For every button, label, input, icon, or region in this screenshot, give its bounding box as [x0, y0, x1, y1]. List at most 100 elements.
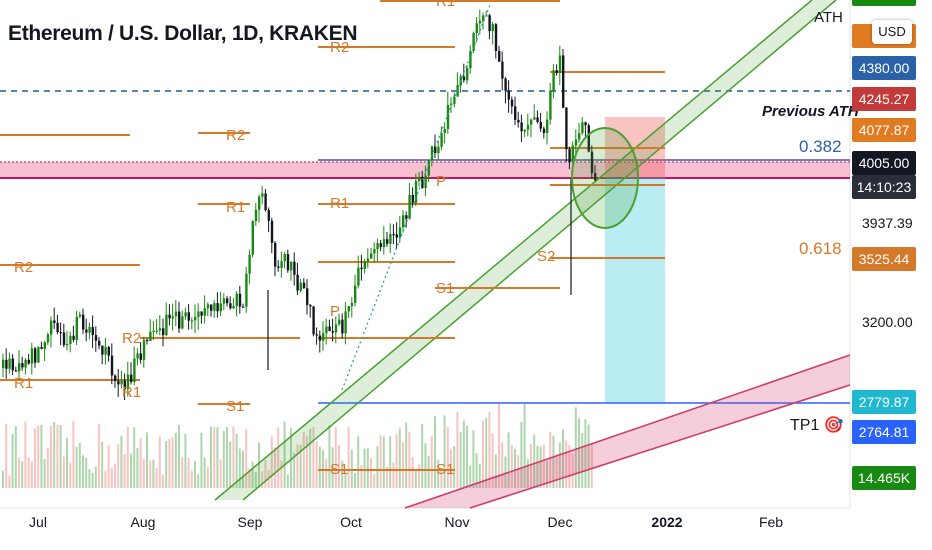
currency-button[interactable]: USD — [872, 20, 912, 44]
volume-bar — [293, 452, 296, 488]
candle-body — [120, 380, 123, 385]
candle-body — [133, 358, 136, 382]
volume-bar — [210, 426, 212, 488]
candle-body — [142, 339, 146, 360]
volume-bar — [11, 433, 14, 488]
candle-body — [302, 282, 306, 289]
candle-body — [75, 316, 78, 340]
pivot-label: S2 — [537, 248, 555, 265]
volume-bar — [306, 435, 308, 488]
volume-bar — [258, 442, 260, 488]
volume-bar — [72, 421, 75, 488]
candle-body — [491, 24, 494, 32]
candle-body — [322, 333, 325, 341]
volume-bar — [514, 448, 516, 488]
candle-body — [232, 306, 235, 309]
fib-0382-label: 0.382 — [799, 137, 842, 156]
candle-body — [590, 151, 594, 174]
price-tag-value: 4380.00 — [859, 60, 910, 76]
volume-bar — [62, 456, 65, 488]
volume-bar — [2, 470, 4, 488]
candle-body — [2, 359, 5, 368]
volume-bar — [245, 429, 248, 488]
volume-bar — [440, 469, 443, 488]
volume-bar — [56, 424, 59, 488]
candle-body — [219, 303, 222, 312]
volume-bar — [549, 431, 552, 488]
candle-body — [251, 221, 254, 255]
volume-bar — [229, 441, 232, 488]
candle-body — [238, 293, 242, 307]
candle-body — [386, 239, 389, 244]
candle-body — [101, 345, 104, 355]
candle-body — [66, 343, 69, 346]
time-tick-label: 2022 — [651, 514, 682, 530]
candle-body — [229, 303, 232, 309]
volume-bar — [526, 459, 529, 488]
volume-bar — [264, 459, 267, 488]
pivot-label: P — [436, 173, 446, 190]
volume-bar — [504, 456, 507, 488]
volume-bar — [350, 449, 353, 488]
candle-body — [539, 121, 542, 129]
candle-body — [21, 363, 24, 368]
candle-body — [181, 316, 184, 329]
volume-bar — [450, 449, 452, 488]
volume-bar — [75, 446, 78, 488]
volume-bar — [165, 440, 168, 488]
candle-body — [18, 363, 21, 372]
candle-body — [437, 146, 440, 154]
tp1-label: TP1 🎯 — [790, 416, 844, 434]
volume-bar — [382, 436, 385, 488]
pivot-label: R2 — [330, 39, 349, 56]
candle-body — [475, 23, 478, 34]
candle-body — [382, 239, 386, 248]
candle-body — [482, 15, 485, 21]
volume-bar — [443, 415, 446, 488]
volume-bar — [277, 427, 280, 488]
volume-bar — [344, 472, 347, 488]
volume-bar — [558, 442, 561, 488]
volume-bar — [574, 407, 577, 488]
candle-body — [363, 261, 366, 270]
volume-bar — [66, 437, 68, 488]
candle-body — [331, 331, 334, 333]
candle-body — [434, 146, 437, 154]
price-tag-box — [852, 466, 916, 490]
time-tick-label: Sep — [238, 514, 263, 530]
volume-bar — [571, 453, 574, 488]
volume-bar — [152, 459, 155, 488]
price-axis-label: 3937.39 — [862, 215, 913, 231]
time-tick-label: Feb — [759, 514, 783, 530]
candle-body — [328, 326, 331, 332]
volume-bar — [248, 468, 251, 488]
pivot-label: S1 — [436, 461, 454, 478]
price-tag-value: 2779.87 — [859, 394, 910, 410]
volume-bar — [478, 463, 481, 488]
candle-body — [488, 15, 491, 32]
volume-bar — [584, 419, 587, 488]
volume-bar — [507, 432, 510, 488]
volume-bar — [53, 421, 56, 488]
candle-body — [277, 266, 280, 268]
candles — [2, 9, 597, 401]
volume-bar — [520, 421, 523, 488]
candle-body — [46, 334, 50, 343]
candle-body — [293, 261, 296, 275]
volume-bar — [357, 436, 360, 488]
candle-body — [341, 319, 344, 334]
volume-bar — [408, 431, 411, 488]
candle-body — [62, 332, 66, 346]
volume-bar — [395, 434, 398, 488]
volume-bar — [379, 435, 382, 488]
candle-body — [318, 335, 322, 341]
candle-body — [162, 328, 165, 336]
volume-bar — [5, 423, 8, 488]
candle-body — [280, 261, 283, 268]
candle-body — [478, 20, 482, 24]
volume-bar — [261, 471, 264, 488]
volume-bar — [126, 426, 129, 488]
candle-body — [466, 68, 469, 81]
candle-body — [558, 55, 562, 73]
